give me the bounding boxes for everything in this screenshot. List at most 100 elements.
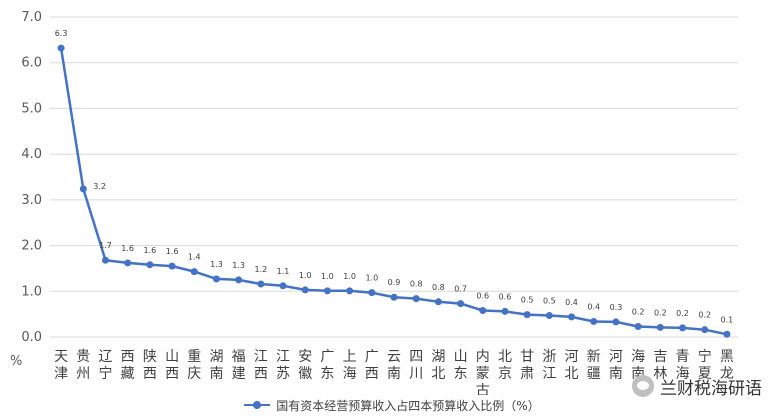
data-label: 1.7	[99, 241, 112, 250]
x-category-label: 北京	[498, 349, 512, 382]
data-point	[412, 295, 420, 303]
x-category-label: 河南	[609, 349, 623, 382]
data-point	[568, 313, 576, 321]
data-point	[79, 185, 87, 193]
data-point	[323, 287, 331, 295]
x-category-label: 青海	[676, 349, 690, 382]
data-point	[190, 268, 198, 276]
data-label: 0.2	[676, 309, 689, 318]
y-tick-label: 6.0	[21, 56, 42, 71]
watermark-text: 兰财税海研语	[660, 378, 762, 399]
data-label: 1.0	[365, 274, 378, 283]
data-label: 0.7	[454, 285, 467, 294]
data-label: 0.9	[388, 278, 401, 287]
x-category-label: 四川	[409, 349, 423, 382]
data-label: 1.2	[254, 265, 267, 274]
data-point	[479, 306, 487, 314]
x-category-label: 重庆	[187, 349, 201, 382]
x-category-label: 天津	[54, 349, 68, 382]
x-category-label: 浙江	[542, 349, 556, 382]
data-label: 0.1	[721, 315, 734, 324]
x-category-label: 福建	[232, 349, 246, 382]
data-label: 1.0	[343, 272, 356, 281]
data-point	[701, 326, 709, 334]
x-category-label: 安徽	[298, 349, 312, 382]
data-point	[590, 317, 598, 325]
legend-label: 国有资本经营预算收入占四本预算收入比例（%）	[276, 398, 540, 413]
x-category-label: 湖北	[431, 349, 445, 382]
data-label: 3.2	[93, 182, 106, 191]
x-category-label: 山东	[454, 349, 468, 382]
x-category-label: 湖南	[209, 349, 223, 382]
data-label: 0.8	[432, 283, 445, 292]
data-label: 1.3	[232, 261, 245, 270]
x-category-label: 云南	[387, 349, 401, 382]
data-point	[101, 256, 109, 264]
x-category-label: 新疆	[587, 349, 601, 382]
x-category-label: 广东	[320, 349, 334, 382]
data-point	[523, 311, 531, 319]
y-tick-label: 0.0	[21, 330, 42, 345]
data-label: 1.6	[144, 246, 157, 255]
data-label: 0.8	[410, 280, 423, 289]
data-label: 1.6	[121, 244, 134, 253]
y-tick-label: 1.0	[21, 284, 42, 299]
data-point	[612, 318, 620, 326]
data-point	[656, 323, 664, 331]
wechat-logo-icon	[632, 375, 654, 397]
x-category-label: 江西	[254, 349, 268, 382]
x-category-label: 陕西	[143, 349, 157, 382]
data-label: 6.3	[55, 29, 68, 38]
data-label: 0.2	[654, 308, 667, 317]
data-label: 0.4	[565, 298, 578, 307]
data-point	[235, 276, 243, 284]
data-point	[457, 300, 465, 308]
watermark: 兰财税海研语	[632, 374, 762, 399]
data-point	[390, 293, 398, 301]
data-label: 0.6	[476, 291, 489, 300]
x-category-label: 广西	[365, 349, 379, 382]
data-point	[57, 44, 65, 52]
data-point	[212, 275, 220, 283]
x-category-label: 贵州	[76, 349, 90, 382]
data-point	[168, 262, 176, 270]
data-label: 1.0	[299, 271, 312, 280]
y-tick-label: 5.0	[21, 101, 42, 116]
y-tick-label: 4.0	[21, 147, 42, 162]
x-category-label: 河北	[565, 349, 579, 382]
x-category-label: 吉林	[653, 349, 667, 382]
x-category-label: 黑龙	[720, 349, 734, 382]
data-point	[501, 307, 509, 315]
data-point	[346, 287, 354, 295]
data-point	[124, 259, 132, 267]
data-point	[679, 324, 687, 332]
y-tick-label: 7.0	[21, 10, 42, 25]
x-category-label: 甘肃	[520, 349, 534, 382]
y-tick-label: 2.0	[21, 239, 42, 254]
data-label: 0.2	[698, 311, 711, 320]
data-point	[257, 280, 265, 288]
data-label: 0.2	[632, 307, 645, 316]
legend-line-marker-icon	[244, 400, 271, 410]
x-category-label: 宁夏	[698, 348, 712, 382]
data-label: 1.6	[166, 247, 179, 256]
data-point	[545, 312, 553, 320]
x-category-label: 内蒙古	[476, 349, 490, 395]
x-category-label: 山西	[165, 349, 179, 382]
x-category-label: 江苏	[276, 349, 290, 382]
data-point	[434, 298, 442, 306]
data-label: 1.1	[277, 267, 290, 276]
data-point	[723, 330, 731, 338]
x-category-label: 上海	[343, 349, 357, 382]
data-point	[279, 282, 287, 290]
data-point	[634, 322, 642, 330]
data-label: 0.5	[543, 297, 556, 306]
data-label: 0.4	[587, 302, 600, 311]
data-label: 0.3	[610, 303, 623, 312]
data-label: 0.5	[521, 296, 534, 305]
data-point	[146, 261, 154, 269]
x-category-label: 西藏	[121, 349, 135, 382]
legend: 国有资本经营预算收入占四本预算收入比例（%）	[0, 394, 784, 416]
data-label: 1.3	[210, 260, 223, 269]
